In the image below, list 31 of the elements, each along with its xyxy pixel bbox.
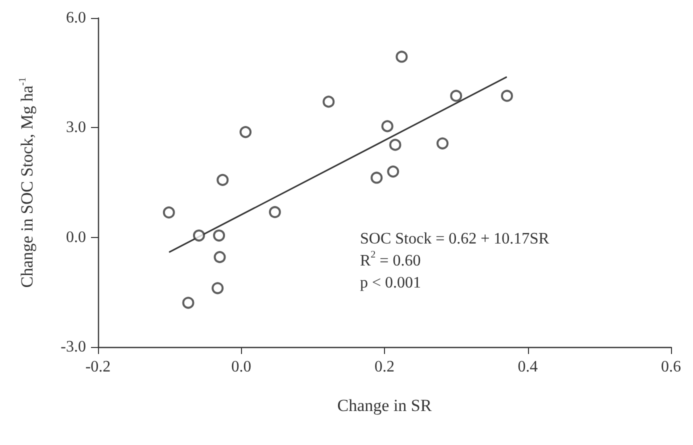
point — [213, 230, 226, 242]
point — [193, 230, 205, 242]
point — [268, 206, 281, 218]
point — [162, 206, 175, 218]
x-tick-label: 0.6 — [661, 358, 681, 376]
x-tick-label: 0.2 — [374, 358, 394, 376]
point — [240, 126, 252, 138]
point — [389, 138, 402, 151]
x-tick-label: 0.4 — [518, 358, 538, 376]
point — [500, 90, 513, 102]
y-tick-label: 6.0 — [66, 10, 86, 26]
point — [387, 166, 400, 178]
point — [214, 251, 226, 264]
point — [216, 174, 229, 186]
annotation: SOC Stock = 0.62 + 10.17SR — [360, 230, 550, 248]
point — [381, 120, 394, 132]
point — [322, 96, 335, 108]
x-axis-title: Change in SR — [337, 396, 432, 415]
y-tick-label: -3.0 — [60, 338, 86, 356]
x-tick-label: 0.0 — [231, 358, 252, 376]
point — [212, 282, 224, 294]
point — [182, 296, 194, 309]
x-tick-label: -0.2 — [85, 358, 111, 376]
point — [370, 172, 383, 184]
annotation: p < 0.001 — [360, 274, 422, 292]
y-tick-label: 3.0 — [66, 119, 86, 136]
point — [396, 50, 408, 63]
point — [450, 90, 462, 102]
point — [436, 137, 449, 150]
y-axis-title: Change in SOC Stock, Mg ha-1 — [18, 77, 36, 288]
y-tick-label: 0.0 — [66, 228, 86, 246]
